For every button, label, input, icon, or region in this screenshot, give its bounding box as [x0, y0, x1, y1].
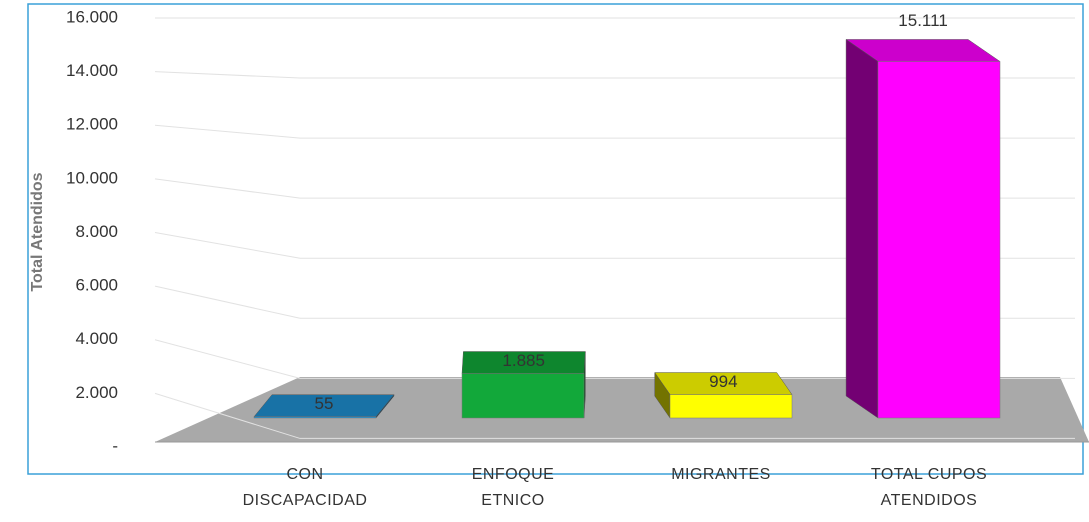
bar	[254, 417, 376, 418]
x-tick-label: MIGRANTES	[656, 462, 786, 488]
y-axis-label: Total Atendidos	[29, 172, 46, 291]
y-tick-label: 10.000	[66, 168, 118, 187]
data-label: 1.885	[502, 351, 545, 370]
x-tick-label: TOTAL CUPOS ATENDIDOS	[864, 462, 994, 514]
bar-side	[846, 39, 878, 418]
y-tick-label: 6.000	[75, 276, 118, 295]
grid-line	[155, 72, 300, 78]
data-label: 55	[315, 394, 334, 413]
y-tick-label: -	[112, 436, 118, 455]
y-tick-label: 16.000	[66, 7, 118, 26]
y-tick-label: 4.000	[75, 329, 118, 348]
y-tick-label: 8.000	[75, 222, 118, 241]
y-tick-label: 14.000	[66, 61, 118, 80]
bar	[878, 61, 1000, 418]
grid-line	[155, 233, 300, 259]
grid-line	[155, 125, 300, 138]
bar	[462, 374, 584, 418]
bar	[670, 395, 792, 418]
x-tick-label: ENFOQUE ETNICO	[448, 462, 578, 514]
grid-line	[155, 340, 300, 379]
y-tick-label: 12.000	[66, 115, 118, 134]
data-label: 994	[709, 372, 737, 391]
chart: Total Atendidos - 2.000 4.000 6.000 8.000 10.…	[0, 0, 1089, 522]
chart-svg: Total Atendidos - 2.000 4.000 6.000 8.000 10.…	[0, 0, 1089, 522]
data-label: 15.111	[898, 11, 947, 30]
x-tick-label: CON DISCAPACIDAD	[240, 462, 370, 514]
grid-line	[155, 286, 300, 318]
grid-line	[155, 179, 300, 198]
y-tick-label: 2.000	[75, 383, 118, 402]
